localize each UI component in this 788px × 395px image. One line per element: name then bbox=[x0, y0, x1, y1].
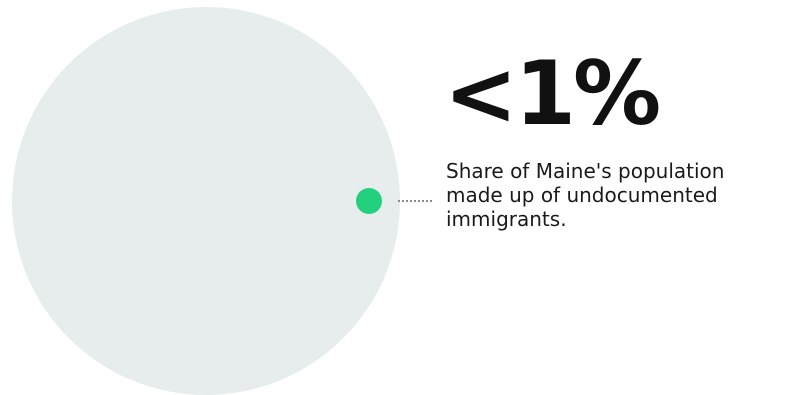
dotted-leader-line bbox=[398, 200, 432, 202]
total-population-circle bbox=[12, 7, 400, 395]
undocumented-share-dot bbox=[356, 188, 382, 214]
stat-caption: Share of Maine's population made up of u… bbox=[446, 159, 725, 231]
stat-value: <1% bbox=[444, 42, 661, 145]
